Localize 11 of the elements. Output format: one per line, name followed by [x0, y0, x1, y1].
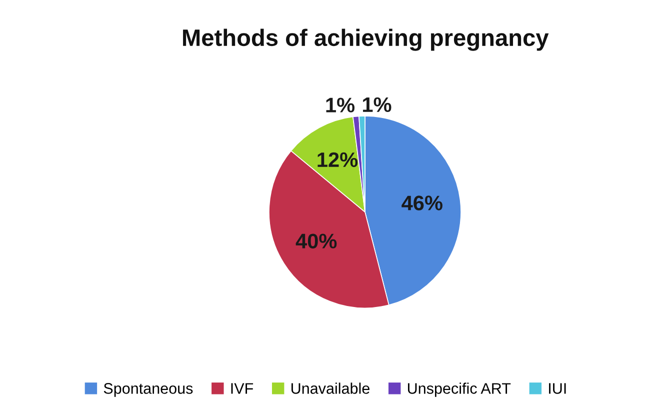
legend-label: Unavailable: [291, 382, 370, 394]
legend-label: Spontaneous: [104, 383, 193, 397]
data-label: 46%: [402, 196, 442, 210]
data-label: 40%: [296, 234, 337, 248]
legend-label: IUI: [549, 383, 566, 394]
data-label: 1%: [326, 98, 355, 112]
data-label: 12%: [318, 152, 358, 168]
data-label: 1%: [362, 97, 392, 112]
legend-label: IVF: [231, 383, 254, 394]
chart-title: Methods of achieving pregnancy: [183, 28, 549, 51]
legend-label: Unspecific ART: [408, 382, 511, 397]
